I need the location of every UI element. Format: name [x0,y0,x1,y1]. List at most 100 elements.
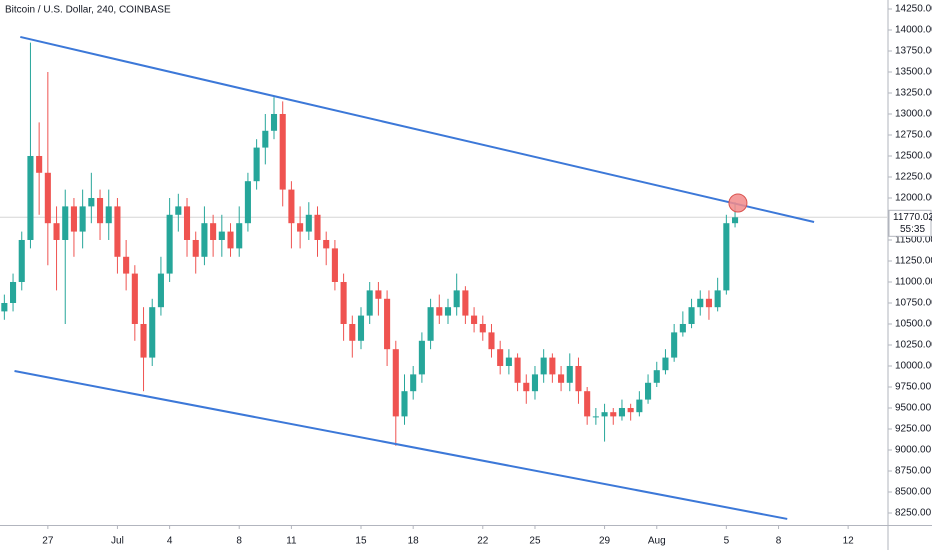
y-tick-label: 8500.00 [895,487,932,498]
last-price-label: 11770.02 [893,212,932,223]
candle-body [427,307,434,341]
candle-body [105,206,112,224]
candle-body [149,307,156,358]
y-tick-label: 12500.00 [895,151,932,162]
trendline [20,35,815,223]
y-tick-label: 8250.00 [895,508,932,519]
candle-body [140,323,147,358]
candle-body [262,130,269,148]
candle-body [471,315,478,324]
candle-body [166,214,173,274]
candle-body [444,307,452,316]
candle-body [636,399,643,413]
y-tick-label: 9500.00 [895,403,932,414]
y-tick-label: 14000.00 [895,25,932,36]
candle-body [366,290,373,316]
x-tick-label: 4 [167,536,173,547]
highlight-marker [728,193,748,213]
y-tick-label: 12000.00 [895,193,932,204]
y-tick-label: 10750.00 [895,298,932,309]
countdown-label: 55:35 [900,224,925,235]
candle-body [688,307,695,324]
candle-body [279,113,286,190]
candle-body [297,223,304,232]
candle-body [36,155,43,173]
candle-body [505,357,512,366]
candle-body [462,290,469,316]
x-tick-label: 12 [843,536,855,547]
candle-body [618,407,626,417]
candle-body [540,357,547,375]
candle-body [114,206,121,257]
x-tick-label: 22 [477,536,489,547]
candle-body [10,281,17,303]
candle-body [131,273,138,324]
candle-body [732,217,739,224]
candle-body [436,307,443,316]
x-tick-label: 25 [529,536,541,547]
candle-body [53,223,60,240]
x-tick-label: 5 [724,536,730,547]
y-tick-label: 14250.00 [895,4,932,15]
candle-body [305,214,312,232]
candle-body [44,172,51,224]
y-tick-label: 8750.00 [895,466,932,477]
trendline [14,370,788,520]
candle-body [627,407,634,413]
candle-body [671,332,678,358]
candle-body [288,189,295,224]
candle-body [584,391,591,417]
y-tick-label: 9250.00 [895,424,932,435]
candle-body [210,223,217,240]
candle-body [244,181,251,224]
candle-body [253,147,260,182]
candle-body [566,365,573,383]
x-tick-label: 11 [286,536,297,547]
candle-body [679,323,686,333]
last-price-box [888,209,932,237]
candle-body [549,357,556,375]
candle-body [392,349,399,417]
candle-body [410,374,417,392]
candle-body [18,239,25,282]
candle-body [497,349,504,366]
candle-body [323,239,330,249]
candle-body [70,206,77,232]
candle-body [523,382,530,392]
chart-title: Bitcoin / U.S. Dollar, 240, COINBASE [5,5,171,16]
x-tick-label: 8 [776,536,782,547]
candle-body [375,290,382,299]
candle-body [453,290,460,308]
y-tick-label: 9750.00 [895,382,932,393]
candle-body [714,290,721,308]
x-tick-label: 29 [599,536,611,547]
candle-body [27,155,34,240]
x-tick-label: 15 [355,536,367,547]
y-tick-label: 13500.00 [895,67,932,78]
candle-body [558,374,565,383]
candle-body [610,412,617,417]
x-tick-label: 27 [42,536,54,547]
candle-body [479,323,486,333]
candle-body [592,416,599,418]
candle-body [314,214,321,240]
candle-body [653,370,660,383]
candle-body [270,113,278,131]
candle-body [488,332,495,350]
y-tick-label: 10500.00 [895,319,932,330]
y-tick-label: 13750.00 [895,46,932,57]
y-tick-label: 9000.00 [895,445,932,456]
candle-body [349,323,356,341]
candle-body [357,315,365,341]
candle-body [662,357,669,371]
candle-body [531,374,539,392]
y-tick-label: 11250.00 [895,256,932,267]
candle-body [79,206,86,232]
candle-body [601,412,608,417]
candle-body [514,357,521,383]
candle-body [401,391,408,417]
candle-body [418,340,425,375]
candle-body [157,273,164,308]
candle-body [340,281,347,324]
